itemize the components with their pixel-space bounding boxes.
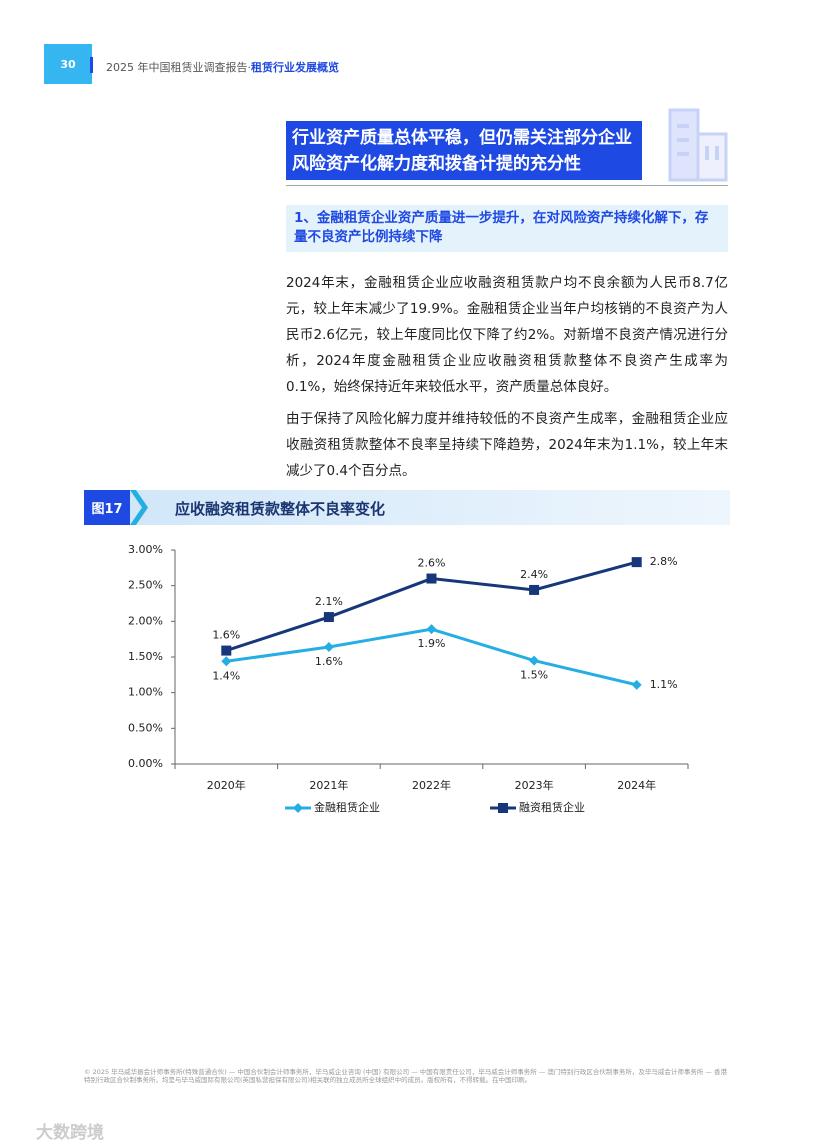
x-tick-label: 2021年 — [309, 778, 348, 792]
data-point — [221, 656, 232, 667]
y-tick-label: 3.00% — [128, 543, 163, 556]
data-point — [529, 584, 540, 595]
x-tick-label: 2023年 — [515, 778, 554, 792]
y-tick-label: 0.00% — [128, 757, 163, 770]
legend-marker — [498, 803, 508, 813]
x-tick-label: 2022年 — [412, 778, 451, 792]
y-tick-label: 0.50% — [128, 721, 163, 734]
chart: 0.00% 0.50% 1.00% 1.50% 2.00% 2.50% 3.00% 2020年… — [128, 543, 689, 814]
data-label: 2.6% — [418, 557, 446, 570]
data-label: 1.1% — [650, 678, 678, 691]
building-icon — [668, 108, 728, 182]
data-point — [221, 645, 232, 656]
y-tick-label: 1.00% — [128, 686, 163, 699]
figure-label: 图17 — [84, 490, 130, 525]
data-label: 2.1% — [315, 595, 343, 608]
figure-band — [84, 490, 730, 525]
x-tick-label: 2024年 — [617, 778, 656, 792]
y-tick-label: 1.50% — [128, 650, 163, 663]
legend-label: 融资租赁企业 — [519, 800, 585, 814]
data-label: 2.8% — [650, 555, 678, 568]
footer: © 2025 毕马威华振会计师事务所(特殊普通合伙) — 中国合伙制会计师事务所… — [84, 1068, 727, 1084]
legend-marker — [293, 803, 303, 813]
chevron — [130, 490, 148, 525]
data-label: 1.4% — [212, 669, 240, 682]
header-bar — [90, 57, 93, 73]
report-name: 2025 年中国租赁业调查报告· — [106, 61, 251, 74]
y-tick-label: 2.00% — [128, 614, 163, 627]
section-title: 行业资产质量总体平稳，但仍需关注部分企业风险资产化解力度和拨备计提的充分性 — [286, 121, 642, 180]
paragraph: 2024年末，金融租赁企业应收融资租赁款户均不良余额为人民币8.7亿元，较上年末… — [286, 275, 728, 395]
data-point — [631, 557, 642, 568]
data-label: 2.4% — [520, 568, 548, 581]
title-rule — [286, 185, 728, 186]
data-point — [426, 573, 437, 584]
data-point — [323, 642, 334, 653]
data-point — [426, 624, 437, 635]
data-label: 1.9% — [418, 637, 446, 650]
data-point — [323, 612, 334, 623]
y-tick-label: 2.50% — [128, 579, 163, 592]
paragraph: 由于保持了风险化解力度并维持较低的不良资产生成率，金融租赁企业应收融资租赁款整体… — [286, 411, 728, 479]
header: 2025 年中国租赁业调查报告·租赁行业发展概览 — [106, 59, 339, 75]
data-label: 1.5% — [520, 669, 548, 682]
subheading: 1、金融租赁企业资产质量进一步提升，在对风险资产持续化解下，存量不良资产比例持续… — [286, 205, 728, 252]
data-label: 1.6% — [212, 629, 240, 642]
section-name: 租赁行业发展概览 — [251, 61, 339, 74]
figure-title: 应收融资租赁款整体不良率变化 — [175, 500, 386, 518]
data-point — [529, 655, 540, 666]
x-tick-label: 2020年 — [207, 778, 246, 792]
page-number: 30 — [44, 44, 92, 84]
data-label: 1.6% — [315, 655, 343, 668]
legend-label: 金融租赁企业 — [314, 800, 380, 814]
watermark: 大数跨境 — [36, 1123, 104, 1143]
data-point — [631, 679, 642, 690]
